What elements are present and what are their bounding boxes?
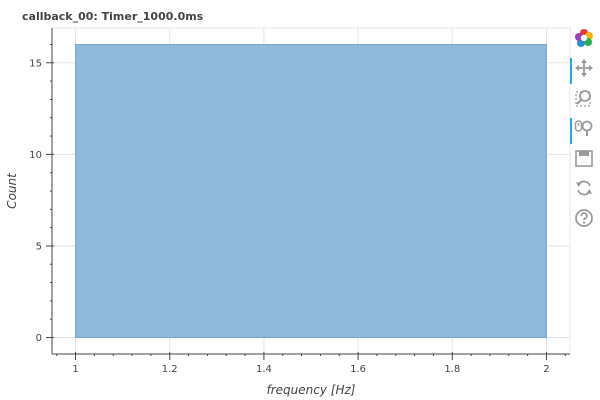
box-zoom-icon — [575, 90, 591, 107]
pan-tool-button[interactable] — [570, 56, 598, 84]
x-tick-label: 1.8 — [444, 364, 460, 375]
save-tool-button[interactable] — [570, 146, 598, 170]
reset-icon — [576, 180, 592, 196]
y-tick-label: 5 — [36, 241, 42, 252]
y-axis-label: Count — [5, 172, 19, 209]
pan-icon — [575, 59, 593, 77]
bars — [75, 43, 547, 339]
y-axis: 0 5 10 15 — [29, 28, 54, 354]
x-tick-label: 1 — [72, 364, 78, 375]
y-tick-label: 0 — [36, 333, 42, 344]
save-icon — [575, 150, 593, 167]
bokeh-logo-icon[interactable] — [570, 26, 598, 50]
x-tick-label: 1.6 — [350, 364, 366, 375]
x-axis-label: frequency [Hz] — [267, 383, 356, 397]
wheel-zoom-tool-button[interactable] — [570, 116, 598, 144]
box-zoom-tool-button[interactable] — [570, 86, 598, 110]
y-tick-label: 15 — [29, 58, 42, 69]
x-tick-label: 1.4 — [256, 364, 272, 375]
x-tick-label: 1.2 — [162, 364, 178, 375]
help-icon — [575, 209, 593, 227]
x-tick-label: 2 — [543, 364, 549, 375]
x-axis: 1 1.2 1.4 1.6 1.8 2 — [52, 352, 570, 375]
histogram-bar — [75, 43, 547, 339]
help-tool-button[interactable] — [570, 206, 598, 230]
reset-tool-button[interactable] — [570, 176, 598, 200]
chart-title: callback_00: Timer_1000.0ms — [22, 10, 204, 23]
wheel-zoom-icon — [574, 120, 593, 136]
y-tick-label: 10 — [29, 150, 42, 161]
